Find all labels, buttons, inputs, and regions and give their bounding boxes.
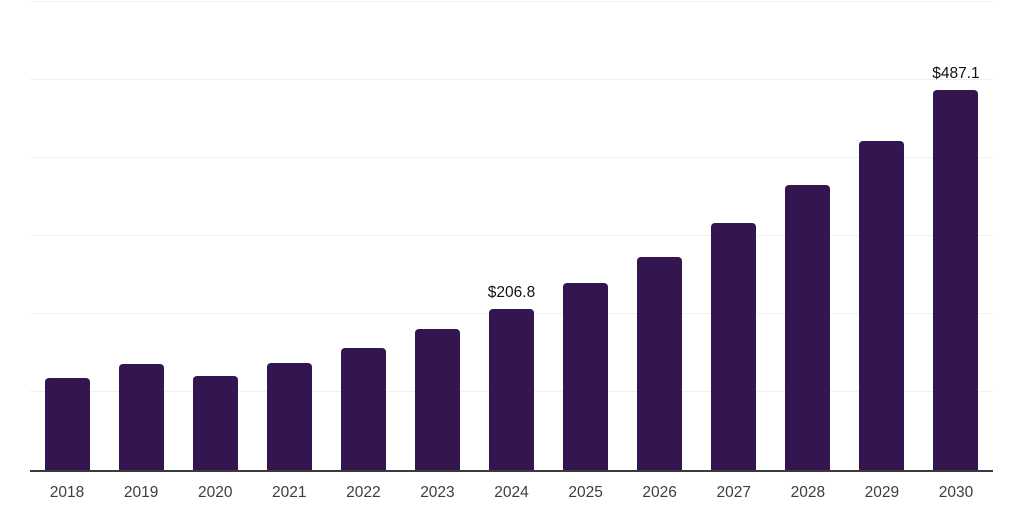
x-tick-label-2030: 2030 (938, 484, 974, 501)
x-tick-label-2020: 2020 (197, 484, 233, 501)
x-axis-tick-labels: 2018 2019 2020 2021 2022 2023 2024 2025 2026 2027… (30, 484, 993, 501)
bar-2026 (637, 256, 683, 470)
bar-value-label-2030: $487.1 (932, 65, 980, 83)
x-tick-label-2023: 2023 (420, 484, 455, 501)
x-tick-label-2029: 2029 (864, 484, 900, 501)
gridline (30, 1, 993, 2)
bar-slot (104, 2, 178, 470)
bar-2027 (711, 222, 757, 470)
bar-slot (326, 2, 400, 470)
bar-2021 (266, 362, 312, 470)
bar-2018 (44, 377, 90, 470)
bars-group: $206.8 $487.1 (30, 2, 993, 470)
bar-2029 (859, 141, 905, 470)
bar-2022 (340, 348, 386, 470)
gridline (30, 79, 993, 80)
x-tick-label-2025: 2025 (568, 484, 603, 501)
gridline (30, 157, 993, 158)
bar-2028 (785, 185, 831, 470)
bar-slot (845, 2, 919, 470)
plot-area: $206.8 $487.1 (30, 1, 993, 472)
bar-slot (549, 2, 623, 470)
bar-slot: $206.8 (474, 2, 548, 470)
bar-2020 (192, 376, 238, 470)
x-tick-label-2024: 2024 (494, 484, 529, 501)
x-tick-label-2019: 2019 (123, 484, 159, 501)
bar-2024 (489, 308, 534, 470)
bar-slot (697, 2, 771, 470)
bar-slot (30, 2, 104, 470)
bar-slot (252, 2, 326, 470)
bar-slot (623, 2, 697, 470)
x-tick-label-2027: 2027 (716, 484, 751, 501)
x-tick-label-2021: 2021 (272, 484, 307, 501)
bar-slot (400, 2, 474, 470)
bar-slot: $487.1 (919, 2, 993, 470)
bar-slot (178, 2, 252, 470)
bar-value-label-2024: $206.8 (487, 284, 536, 302)
x-tick-label-2028: 2028 (790, 484, 826, 501)
bar-2025 (563, 282, 609, 470)
x-axis-line (30, 470, 993, 472)
x-tick-label-2026: 2026 (642, 484, 677, 501)
x-tick-label-2022: 2022 (346, 484, 381, 501)
bar-slot (771, 2, 845, 470)
bar-2019 (118, 363, 164, 470)
x-tick-label-2018: 2018 (49, 484, 85, 501)
gridline (30, 235, 993, 236)
bar-2030 (933, 90, 979, 470)
bar-2023 (414, 328, 460, 470)
